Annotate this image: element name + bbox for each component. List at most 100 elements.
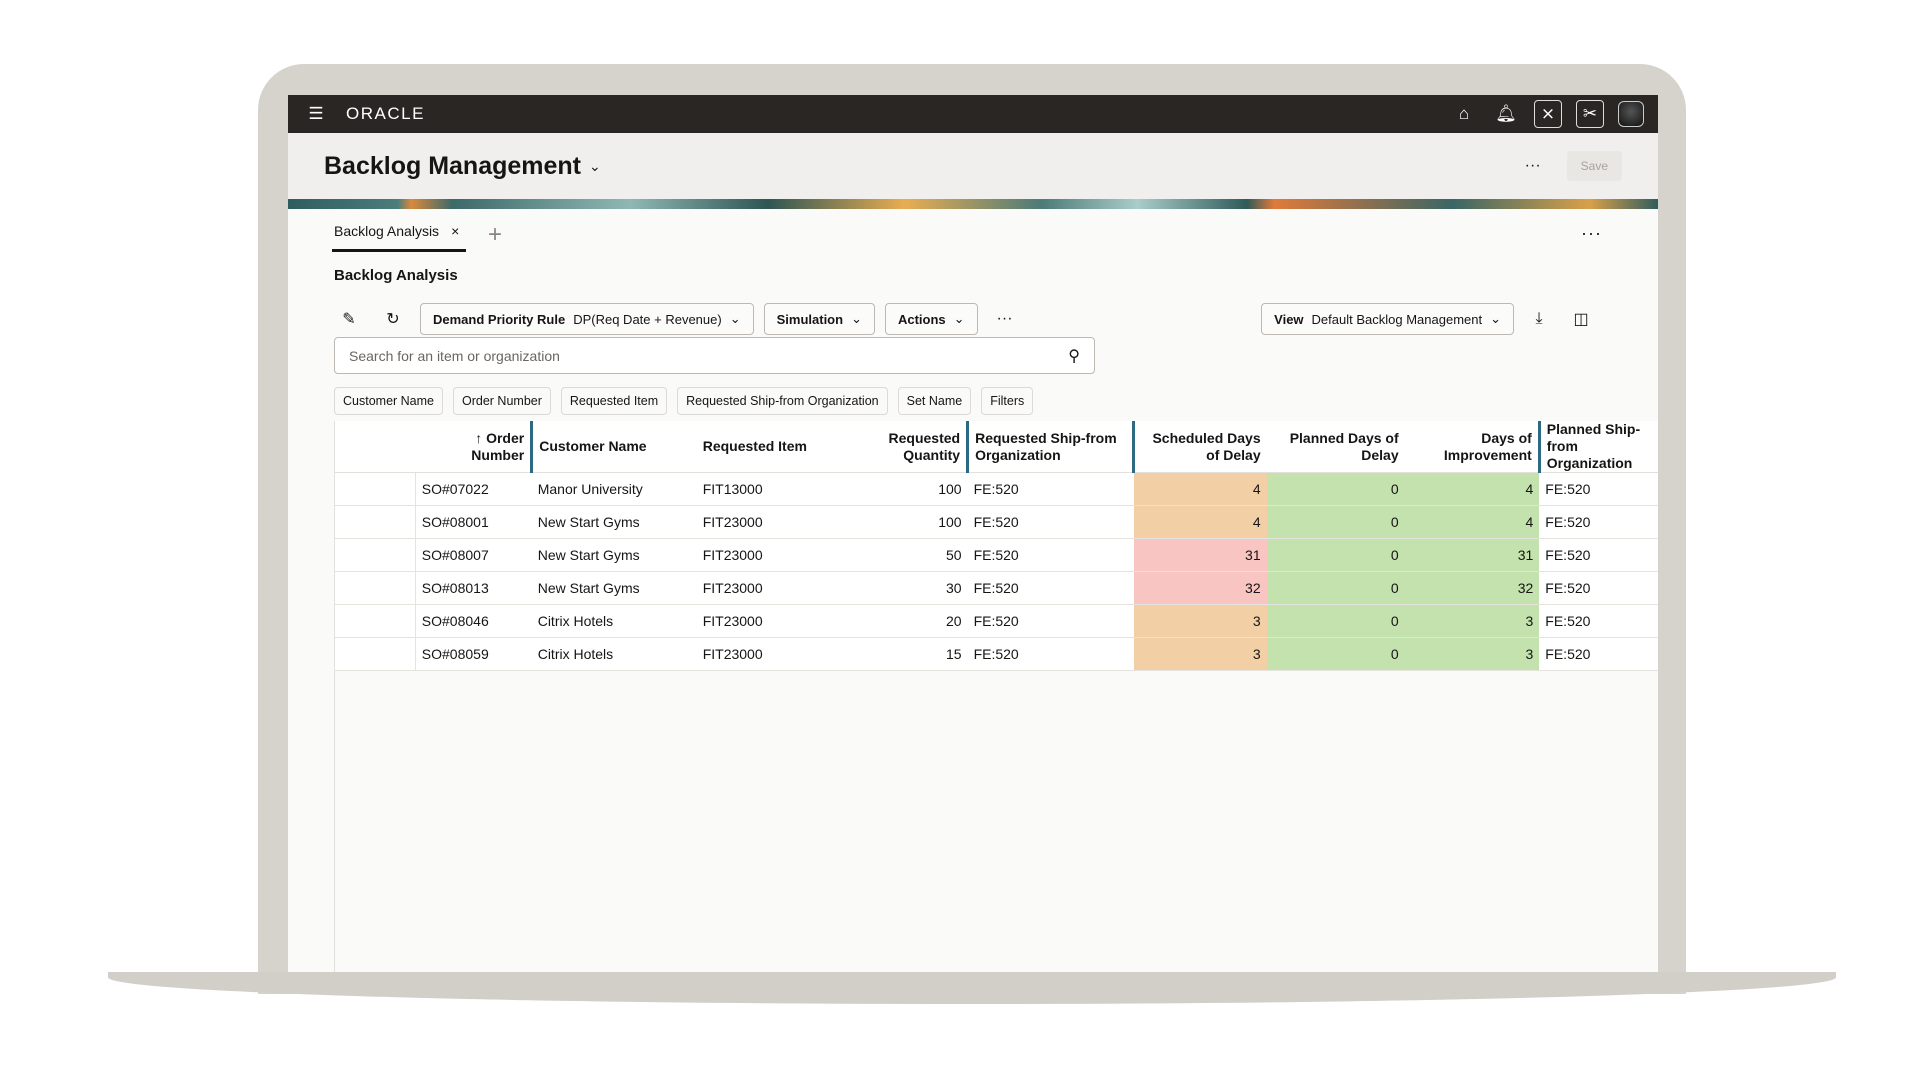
home-icon[interactable]: ⌂: [1458, 104, 1470, 123]
filter-chips: Customer Name Order Number Requested Item R…: [334, 387, 1034, 415]
table-cell: FIT23000: [696, 571, 863, 605]
tab-backlog-analysis[interactable]: Backlog Analysis ×: [332, 217, 466, 252]
table-cell: New Start Gyms: [531, 505, 697, 539]
table-row[interactable]: SO#08059 Citrix Hotels FIT23000 15 FE:520 3 0 3…: [335, 637, 1658, 671]
close-icon[interactable]: ×: [451, 223, 460, 239]
table-cell: SO#08001: [415, 505, 532, 539]
chevron-down-icon: ⌄: [851, 311, 862, 326]
download-icon[interactable]: ⤓: [1535, 310, 1543, 327]
table-cell: 0: [1266, 472, 1405, 506]
table-cell: 3: [1133, 604, 1267, 638]
table-row[interactable]: SO#08013 New Start Gyms FIT23000 30 FE:520 32…: [335, 571, 1658, 605]
column-header[interactable]: [335, 421, 416, 473]
table-row[interactable]: SO#08007 New Start Gyms FIT23000 50 FE:520 31…: [335, 538, 1658, 572]
section-more-button[interactable]: ···: [1581, 223, 1602, 243]
column-header[interactable]: Requested Ship-from Organization: [967, 421, 1136, 473]
row-selector[interactable]: [335, 637, 416, 671]
table-cell: 0: [1266, 637, 1405, 671]
filter-chip[interactable]: Set Name: [897, 387, 972, 415]
column-header[interactable]: Scheduled Days of Delay: [1133, 421, 1267, 473]
column-header[interactable]: Days of Improvement: [1404, 421, 1541, 473]
table-cell: 100: [862, 472, 968, 506]
button-label: Simulation: [776, 311, 844, 327]
search-input[interactable]: Search for an item or organization ⚲: [334, 337, 1095, 374]
table-cell: FE:520: [1539, 604, 1658, 638]
menu-icon[interactable]: ☰: [308, 104, 324, 123]
select-label: View: [1274, 311, 1304, 327]
save-button[interactable]: Save: [1566, 151, 1622, 181]
table-cell: Manor University: [531, 472, 697, 506]
table-cell: 32: [1133, 571, 1267, 605]
row-selector[interactable]: [335, 472, 416, 506]
pencil-icon[interactable]: ✎: [342, 311, 356, 328]
table-cell: 20: [862, 604, 968, 638]
table-cell: New Start Gyms: [531, 538, 697, 572]
table-cell: Citrix Hotels: [531, 637, 697, 671]
row-selector[interactable]: [335, 604, 416, 638]
demand-priority-rule-select[interactable]: Demand Priority Rule DP(Req Date + Revenu…: [420, 303, 754, 335]
bell-icon[interactable]: 🔔︎: [1495, 104, 1517, 123]
filter-chip[interactable]: Customer Name: [334, 387, 443, 415]
table-cell: FE:520: [967, 538, 1134, 572]
table-row[interactable]: SO#08001 New Start Gyms FIT23000 100 FE:520 4…: [335, 505, 1658, 539]
chevron-down-icon[interactable]: ⌄: [589, 157, 601, 174]
column-header[interactable]: Planned Days of Delay: [1266, 421, 1405, 473]
search-icon[interactable]: ⚲: [1068, 347, 1080, 365]
select-value: Default Backlog Management: [1311, 311, 1483, 327]
table-cell: FE:520: [1539, 637, 1658, 671]
select-value: DP(Req Date + Revenue): [573, 311, 722, 327]
avatar[interactable]: [1618, 101, 1644, 127]
table-cell: 3: [1133, 637, 1267, 671]
backlog-table: ↑ Order Number Customer Name Requested Ite…: [334, 421, 1658, 972]
table-row[interactable]: SO#08046 Citrix Hotels FIT23000 20 FE:520 3 0 3…: [335, 604, 1658, 638]
refresh-icon[interactable]: ↻: [386, 311, 400, 328]
user-crossed-icon[interactable]: ⨯: [1534, 100, 1562, 128]
table-cell: FIT23000: [696, 637, 863, 671]
tab-bar: Backlog Analysis × +: [332, 217, 502, 252]
view-select[interactable]: View Default Backlog Management ⌄: [1261, 303, 1514, 335]
page-title: Backlog Management: [324, 151, 582, 180]
scissors-icon[interactable]: ✂: [1576, 100, 1604, 128]
filter-chip[interactable]: Order Number: [453, 387, 551, 415]
chevron-down-icon: ⌄: [729, 311, 741, 326]
table-cell: FIT23000: [696, 604, 863, 638]
filter-chip[interactable]: Filters: [981, 387, 1034, 415]
table-cell: FE:520: [967, 472, 1134, 506]
column-header[interactable]: Requested Item: [696, 421, 863, 473]
table-cell: 31: [1133, 538, 1267, 572]
button-label: Actions: [897, 311, 946, 327]
more-actions-button[interactable]: ···: [1524, 157, 1541, 174]
row-selector[interactable]: [335, 505, 416, 539]
toolbar: ✎ ↻ Demand Priority Rule DP(Req Date + Re…: [332, 303, 1598, 335]
actions-menu-button[interactable]: Actions ⌄: [884, 303, 978, 335]
column-header[interactable]: Customer Name: [531, 421, 697, 473]
laptop-base: [108, 972, 1836, 1004]
table-cell: SO#08007: [415, 538, 532, 572]
app-window: ☰ ORACLE ⌂ 🔔︎ ⨯ ✂ Backlog Management ⌄ ·…: [288, 95, 1658, 972]
add-tab-button[interactable]: +: [488, 220, 503, 248]
columns-icon[interactable]: ◫: [1573, 311, 1589, 328]
top-bar: ☰ ORACLE ⌂ 🔔︎ ⨯ ✂: [288, 95, 1658, 133]
table-cell: SO#08013: [415, 571, 532, 605]
select-label: Demand Priority Rule: [433, 311, 566, 327]
oracle-logo: ORACLE: [346, 104, 425, 123]
table-row[interactable]: SO#07022 Manor University FIT13000 100 FE:52…: [335, 472, 1658, 506]
simulation-menu-button[interactable]: Simulation ⌄: [763, 303, 875, 335]
table-cell: 4: [1404, 472, 1540, 506]
row-selector[interactable]: [335, 571, 416, 605]
table-cell: New Start Gyms: [531, 571, 697, 605]
filter-chip[interactable]: Requested Ship-from Organization: [677, 387, 888, 415]
chevron-down-icon: ⌄: [953, 311, 965, 326]
column-header[interactable]: Planned Ship-from Organization: [1539, 421, 1658, 473]
more-icon[interactable]: ···: [996, 310, 1013, 327]
decorative-banner: [288, 199, 1658, 209]
column-header[interactable]: Requested Quantity: [862, 421, 970, 473]
column-header[interactable]: ↑ Order Number: [415, 421, 534, 473]
table-cell: FIT23000: [696, 538, 863, 572]
row-selector[interactable]: [335, 538, 416, 572]
table-cell: FE:520: [967, 571, 1134, 605]
table-cell: FE:520: [1539, 538, 1658, 572]
chevron-down-icon: ⌄: [1490, 311, 1501, 326]
table-cell: 31: [1404, 538, 1540, 572]
filter-chip[interactable]: Requested Item: [560, 387, 668, 415]
